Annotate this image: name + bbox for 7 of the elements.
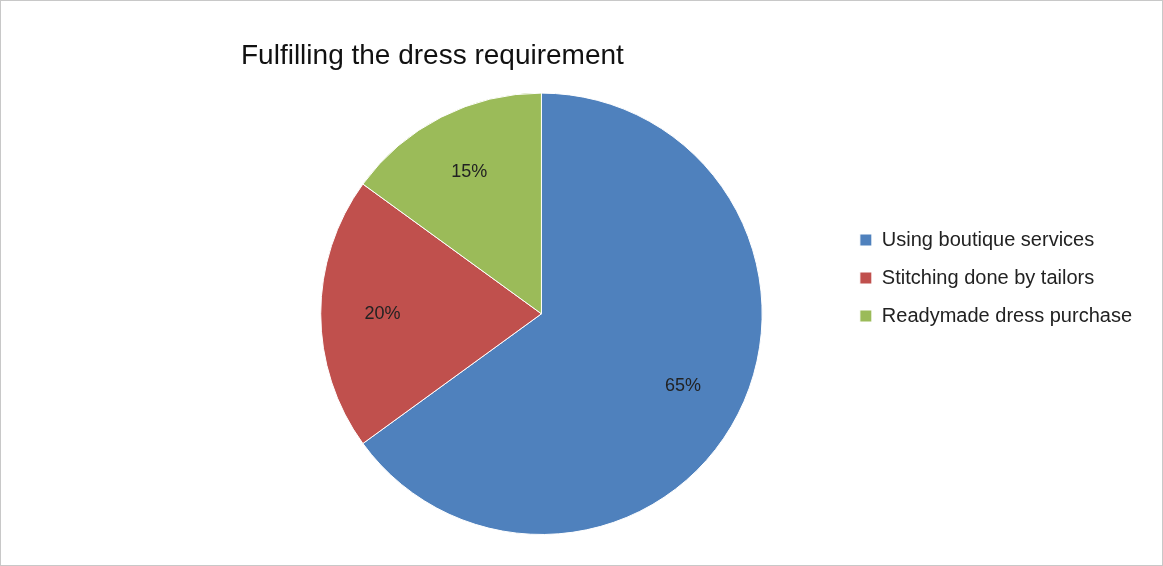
legend-label: Using boutique services: [881, 227, 1095, 250]
chart-title: Fulfilling the dress requirement: [241, 38, 625, 70]
data-label: 65%: [665, 374, 702, 395]
legend-label: Stitching done by tailors: [881, 265, 1095, 288]
data-label: 20%: [364, 302, 401, 323]
legend-label: Readymade dress purchase: [881, 303, 1132, 326]
data-label: 15%: [451, 161, 488, 182]
